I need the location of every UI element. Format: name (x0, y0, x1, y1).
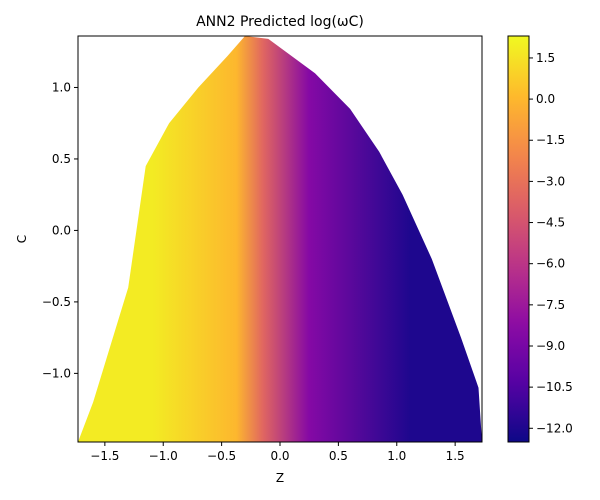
y-tick-label: −1.0 (42, 366, 71, 380)
colorbar-tick-label: −7.5 (536, 298, 565, 312)
colorbar-tick-label: 0.0 (536, 92, 555, 106)
x-axis-label: Z (276, 471, 284, 485)
colorbar-tick-label: 1.5 (536, 51, 555, 65)
colorbar-gradient (507, 35, 530, 443)
colorbar-ticks: 1.5 0.0 −1.5 −3.0 −4.5 −6.0 −7.5 −9.0 −10.5 −12.0 (529, 51, 573, 435)
x-axis-ticks: −1.5 −1.0 −0.5 0.0 0.5 1.0 1.5 (90, 442, 465, 463)
y-axis-ticks: −1.0 −0.5 0.0 0.5 1.0 (42, 80, 78, 380)
x-tick-label: 0.0 (270, 449, 289, 463)
colorbar-tick-label: −9.0 (536, 339, 565, 353)
colorbar-tick-label: −1.5 (536, 133, 565, 147)
y-tick-label: 0.5 (52, 152, 71, 166)
x-tick-label: 1.5 (446, 449, 465, 463)
y-tick-label: 0.0 (52, 223, 71, 237)
y-tick-label: −0.5 (42, 295, 71, 309)
colorbar-tick-label: −6.0 (536, 257, 565, 271)
colorbar: 1.5 0.0 −1.5 −3.0 −4.5 −6.0 −7.5 −9.0 −10.5 −12.0 (507, 35, 573, 443)
colorbar-tick-label: −12.0 (536, 421, 573, 435)
x-tick-label: −0.5 (207, 449, 236, 463)
colorbar-tick-label: −3.0 (536, 174, 565, 188)
x-tick-label: 0.5 (329, 449, 348, 463)
x-tick-label: −1.5 (90, 449, 119, 463)
x-tick-label: −1.0 (149, 449, 178, 463)
chart-title: ANN2 Predicted log(ωC) (196, 14, 364, 30)
colorbar-tick-label: −10.5 (536, 380, 573, 394)
y-tick-label: 1.0 (52, 80, 71, 94)
heatmap-region (78, 36, 482, 442)
colorbar-tick-label: −4.5 (536, 216, 565, 230)
x-tick-label: 1.0 (387, 449, 406, 463)
y-axis-label: C (15, 235, 29, 243)
plot-area (77, 35, 483, 443)
